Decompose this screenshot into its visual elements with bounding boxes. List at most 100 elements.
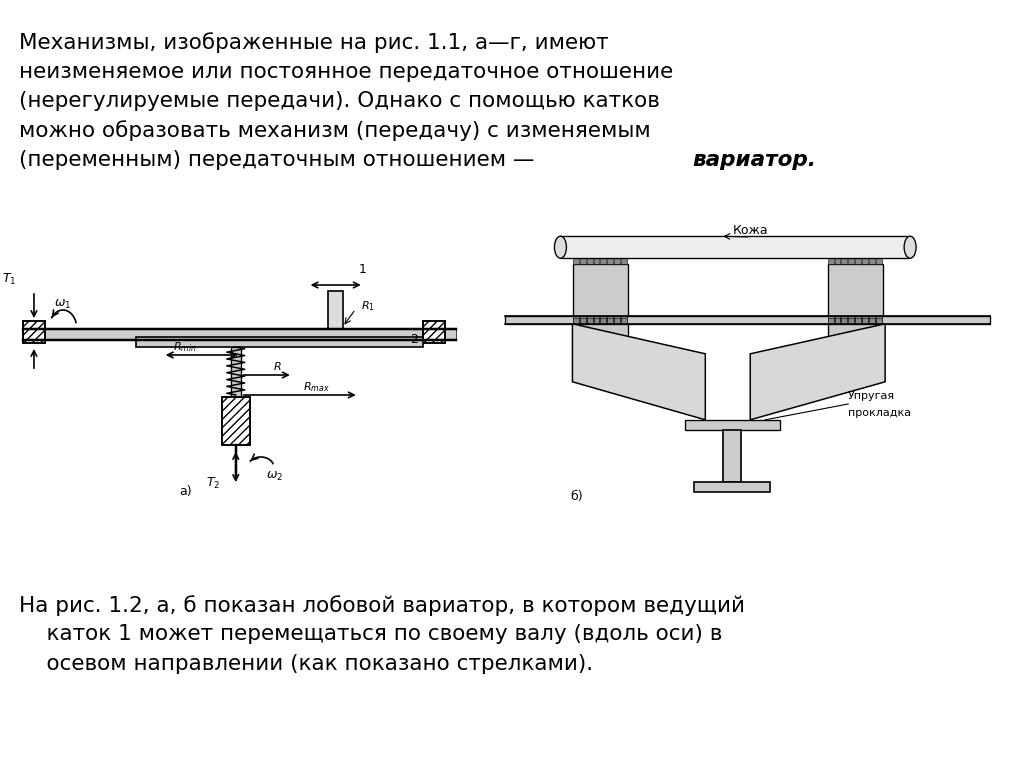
Bar [862,376,868,382]
Ellipse shape [904,236,916,258]
Text: вариатор.: вариатор. [692,150,816,170]
Bar [222,397,250,445]
Bar [600,376,606,382]
Bar [614,376,620,382]
Bar [869,258,874,264]
Ellipse shape [554,236,566,258]
Polygon shape [560,236,910,258]
Bar [594,258,599,264]
Bar [423,321,444,343]
Bar [694,482,770,492]
Text: $T_2$: $T_2$ [206,476,220,491]
Text: На рис. 1.2, а, б показан лобовой вариатор, в котором ведущий: На рис. 1.2, а, б показан лобовой вариат… [19,595,745,616]
Text: $R_1$: $R_1$ [360,299,375,313]
Polygon shape [751,324,885,420]
Bar [600,316,606,322]
Bar [506,316,990,324]
Text: $\omega_1$: $\omega_1$ [54,298,72,311]
Bar [607,316,613,322]
Text: $R_{min}$: $R_{min}$ [173,340,197,354]
Bar [136,337,423,347]
Text: Кожа: Кожа [732,224,768,237]
Bar [862,258,868,264]
Bar [230,347,241,435]
Bar [587,316,593,322]
Bar [23,321,45,343]
Bar [827,316,834,322]
Bar [580,376,586,382]
Bar [573,316,579,322]
Bar [876,258,882,264]
Text: б): б) [570,490,583,503]
Bar [594,376,599,382]
Bar [587,258,593,264]
Bar [607,258,613,264]
Bar [621,318,627,324]
Text: прокладка: прокладка [848,408,911,418]
Bar [587,318,593,324]
Bar [614,316,620,322]
Bar [827,258,834,264]
Bar [573,264,628,316]
Bar [876,318,882,324]
Bar [827,376,834,382]
Text: осевом направлении (как показано стрелками).: осевом направлении (как показано стрелка… [19,654,593,674]
Bar [573,376,579,382]
Bar [876,316,882,322]
Bar [573,258,579,264]
Bar [573,318,579,324]
Bar [621,376,627,382]
Bar [580,258,586,264]
Text: $\omega_2$: $\omega_2$ [266,470,283,483]
Bar [573,324,628,376]
Text: (нерегулируемые передачи). Однако с помощью катков: (нерегулируемые передачи). Однако с помо… [19,91,659,111]
Bar [848,376,854,382]
Bar [835,376,841,382]
Bar [23,321,45,343]
Bar [600,318,606,324]
Bar [876,376,882,382]
Bar [600,258,606,264]
Bar [842,316,847,322]
Bar [827,324,883,376]
Text: $R$: $R$ [272,360,282,372]
Text: Упругая: Упругая [848,391,895,401]
Bar [580,318,586,324]
Bar [614,318,620,324]
Bar [723,430,741,482]
Text: а): а) [179,485,193,498]
Bar [587,376,593,382]
Bar [842,318,847,324]
Bar [607,376,613,382]
Bar [621,316,627,322]
Bar [842,258,847,264]
Bar [842,376,847,382]
Bar [869,316,874,322]
Bar [607,318,613,324]
Text: (переменным) передаточным отношением —: (переменным) передаточным отношением — [19,150,542,170]
Bar [835,258,841,264]
Bar [855,316,861,322]
Bar [835,318,841,324]
Polygon shape [572,324,706,420]
Bar [23,329,456,340]
Bar [580,316,586,322]
Bar [827,264,883,316]
Bar [835,316,841,322]
Text: 1: 1 [358,263,367,276]
Bar [594,316,599,322]
Text: $R_{max}$: $R_{max}$ [303,380,330,393]
Text: 2: 2 [411,333,419,346]
Bar [827,318,834,324]
Bar [855,376,861,382]
Text: можно образовать механизм (передачу) с изменяемым: можно образовать механизм (передачу) с и… [19,120,650,141]
Bar [222,397,250,445]
Bar [328,291,343,329]
Bar [848,316,854,322]
Bar [862,318,868,324]
Bar [848,258,854,264]
Text: $T_1$: $T_1$ [2,272,16,287]
Bar [848,318,854,324]
Text: неизменяемое или постоянное передаточное отношение: неизменяемое или постоянное передаточное… [19,61,673,81]
Bar [594,318,599,324]
